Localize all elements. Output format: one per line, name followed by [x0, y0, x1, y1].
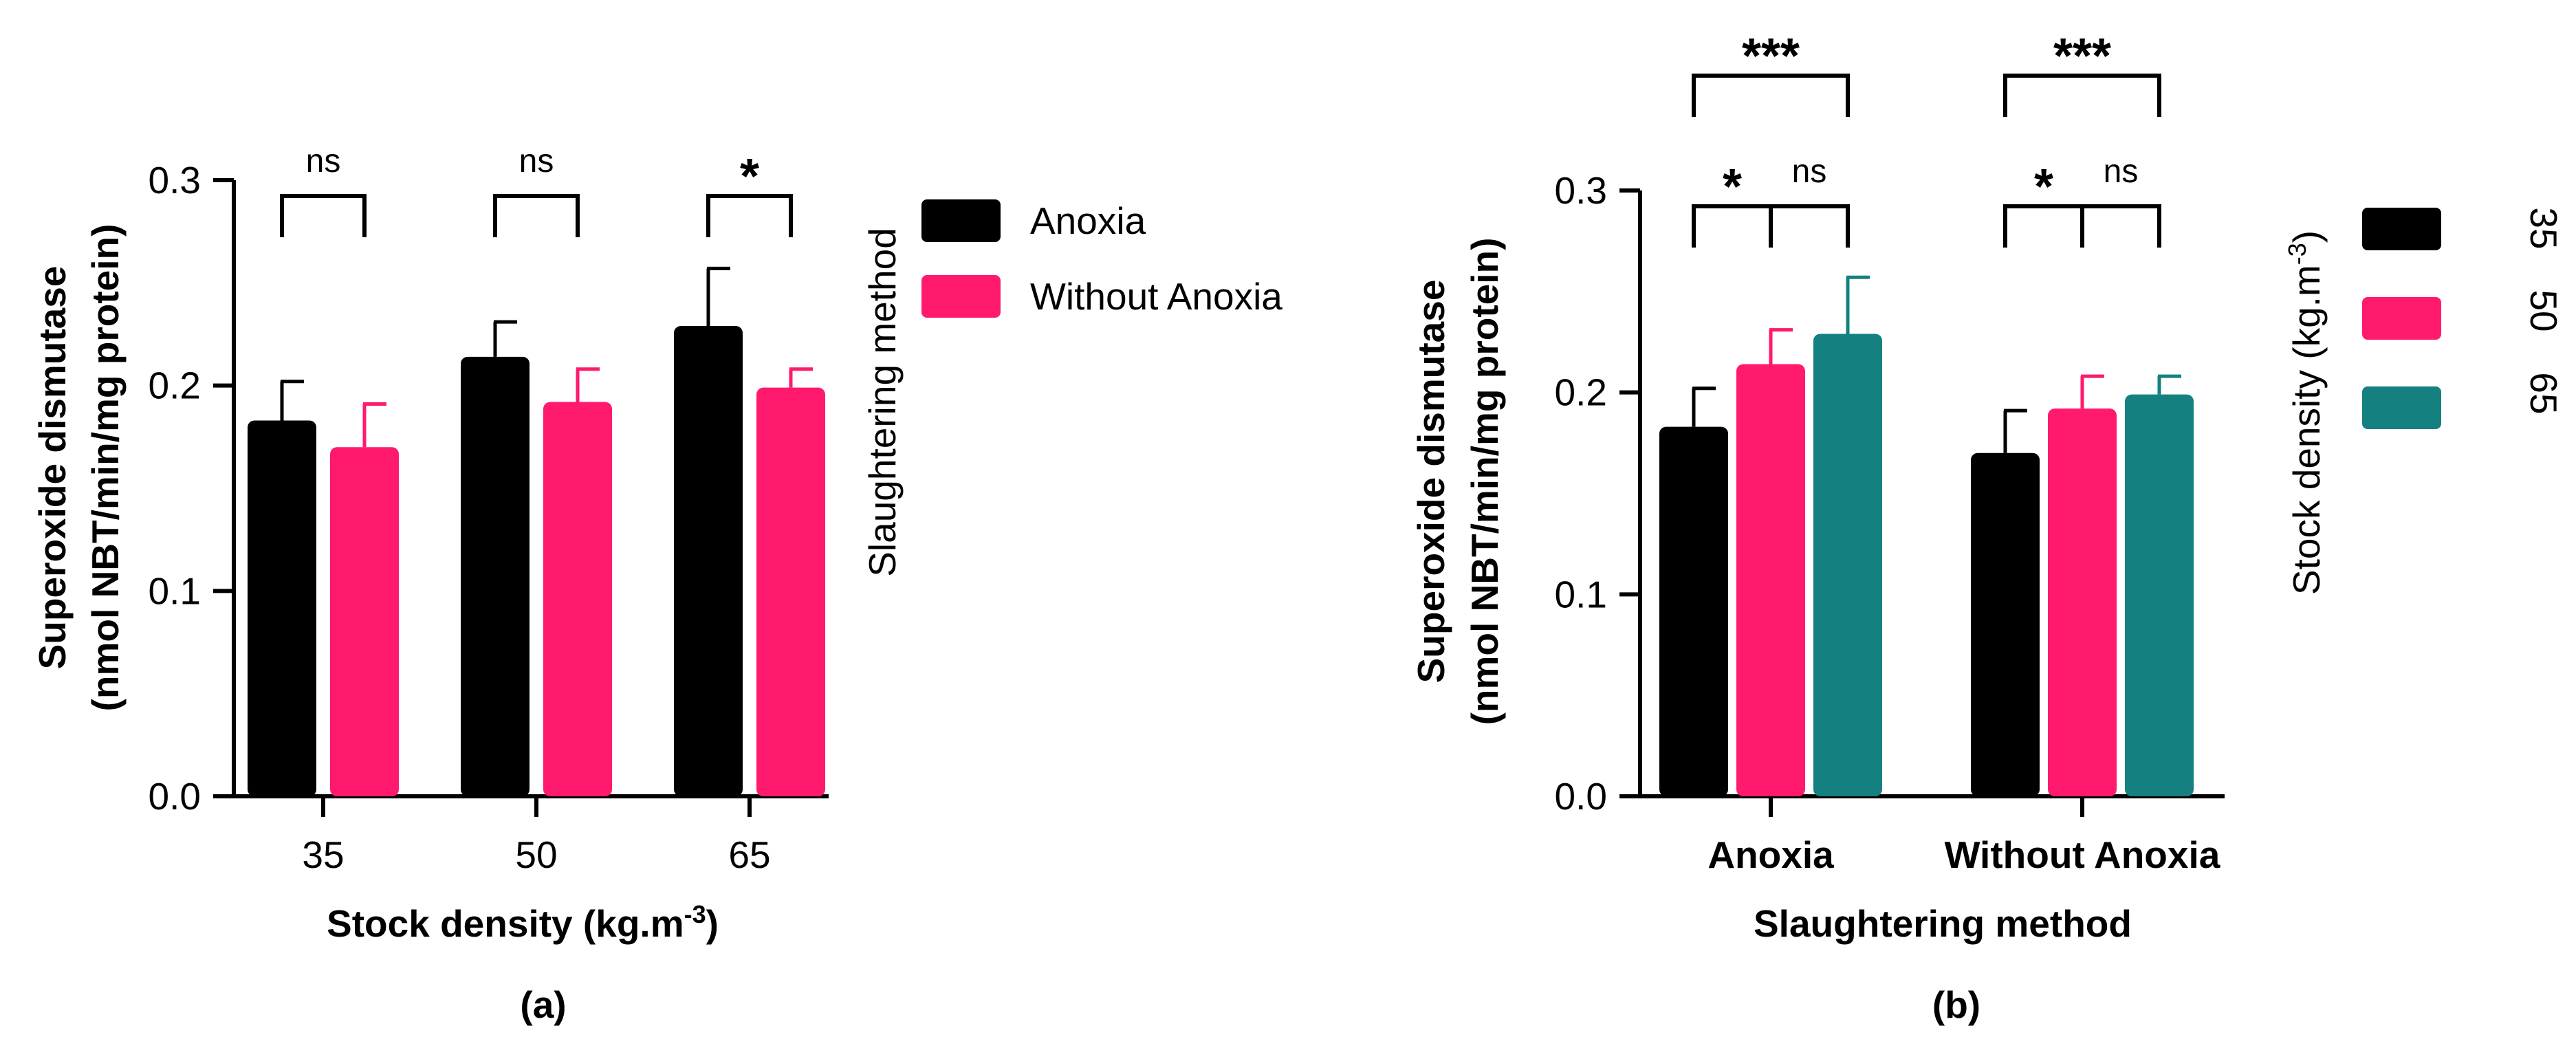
panel-a-legend: Anoxia Without Anoxia — [921, 199, 1282, 318]
panel-a-legend-swatch — [921, 275, 1001, 318]
panel-a-xlabel: Stock density (kg.m-3) — [327, 900, 719, 945]
panel-b-xlabel: Slaughtering method — [1754, 902, 2132, 945]
panel-a-significance-label: * — [740, 149, 759, 204]
panel-b-significance-label: * — [1723, 160, 1742, 215]
panel-b-legend-swatch — [2362, 208, 2441, 250]
panel-b-y-tick-label: 0.3 — [1555, 169, 1607, 212]
panel-b-ylabel-line1: Superoxide dismutase — [1410, 280, 1452, 684]
panel-b-legend-title-sup: -3 — [2283, 243, 2311, 265]
panel-a-bar — [674, 326, 743, 796]
panel-a-label: (a) — [520, 983, 566, 1026]
panel-b-significance-bracket — [2080, 204, 2161, 248]
panel-a-x-tick-label: 50 — [515, 833, 557, 876]
panel-a-bar — [248, 420, 316, 796]
panel-a-legend-swatch — [921, 199, 1001, 242]
panel-b-legend-swatch — [2362, 386, 2441, 429]
panel-a-y-tick-label: 0.3 — [149, 159, 201, 201]
panel-a-legend-title: Slaughtering method — [861, 228, 904, 577]
panel-b-significance-label: *** — [1742, 29, 1800, 84]
panel-b-y-tick-label: 0.2 — [1555, 371, 1607, 414]
panel-b-y-tick-label: 0.1 — [1555, 573, 1607, 615]
panel-a-bar — [330, 447, 399, 796]
panel-a-chart: 0.0 0.1 0.2 0.3 35 50 65 ns ns * Superoxide dismu… — [31, 143, 1282, 1026]
panel-b-significance-label: * — [2034, 160, 2053, 215]
panel-a-x-tick-label: 65 — [728, 833, 770, 876]
panel-b-legend-swatch — [2362, 297, 2441, 340]
panel-a-x-tick-label: 35 — [302, 833, 344, 876]
panel-a-ylabel-line1: Superoxide dismutase — [31, 266, 74, 670]
panel-b-significance-bracket — [1769, 204, 1850, 248]
panel-a-legend-label: Anoxia — [1030, 199, 1146, 242]
panel-b-bar — [2125, 394, 2194, 796]
panel-a-significance-bracket — [493, 194, 580, 237]
panel-a-legend-label: Without Anoxia — [1030, 275, 1282, 318]
panel-b-y-tick-label: 0.0 — [1555, 775, 1607, 818]
panel-b-x-tick-label: Anoxia — [1707, 833, 1834, 876]
panel-b-bar — [1659, 426, 1728, 796]
panel-b-significance-bracket — [1692, 74, 1850, 117]
panel-b-label: (b) — [1932, 983, 1980, 1026]
panel-b-ylabel-line2: (nmol NBT/min/mg protein) — [1463, 238, 1506, 725]
panel-a-significance-bracket — [280, 194, 367, 237]
panel-b-bar — [1813, 334, 1882, 797]
panel-b-x-tick-label: Without Anoxia — [1945, 833, 2220, 876]
panel-b-legend: 35 50 65 — [2362, 207, 2565, 429]
panel-b-bar — [2048, 408, 2117, 796]
panel-b-legend-title-main: Stock density (kg.m — [2285, 265, 2328, 595]
panel-b-significance-label: *** — [2053, 29, 2111, 84]
panel-b-bar — [1971, 452, 2040, 796]
panel-a-bar — [461, 356, 530, 796]
panel-a-bar — [543, 402, 612, 796]
panel-a-xlabel-main: Stock density (kg.m — [327, 902, 684, 945]
panel-a-xlabel-end: ) — [706, 902, 719, 945]
panel-a-significance-label: ns — [519, 143, 554, 179]
panel-a-significance-label: ns — [306, 143, 341, 179]
panel-b-legend-label: 65 — [2522, 372, 2565, 414]
panel-a-y-tick-label: 0.2 — [149, 364, 201, 407]
panel-b-legend-title-end: ) — [2285, 230, 2328, 243]
panel-b-bar — [1736, 364, 1805, 796]
panel-a-xlabel-sup: -3 — [684, 900, 706, 928]
panel-b-significance-label: ns — [1792, 153, 1827, 190]
panel-b-significance-label: ns — [2104, 153, 2139, 190]
panel-a-y-tick-label: 0.1 — [149, 569, 201, 612]
panel-a-significance-bracket — [706, 194, 793, 237]
panel-a-ylabel-line2: (nmol NBT/min/mg protein) — [84, 224, 127, 712]
panel-a-marks: 0.0 0.1 0.2 0.3 35 50 65 ns ns * — [149, 143, 829, 876]
panel-a-bar — [756, 387, 825, 796]
panel-b-legend-title: Stock density (kg.m-3) — [2283, 230, 2328, 595]
panel-b-significance-bracket — [2003, 74, 2161, 117]
panel-b-legend-label: 50 — [2522, 290, 2565, 331]
panel-b-legend-label: 35 — [2522, 207, 2565, 249]
panel-a-y-tick-label: 0.0 — [149, 775, 201, 818]
